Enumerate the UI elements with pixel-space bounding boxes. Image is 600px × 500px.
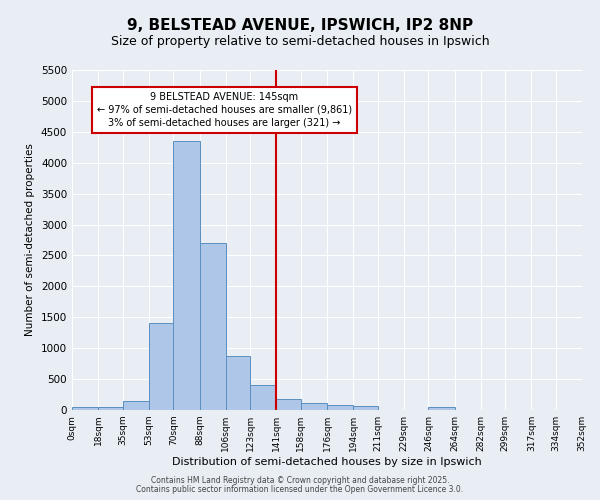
Bar <box>301 402 327 410</box>
X-axis label: Distribution of semi-detached houses by size in Ipswich: Distribution of semi-detached houses by … <box>172 457 482 467</box>
Bar <box>149 324 173 410</box>
Bar <box>173 141 200 410</box>
Bar <box>72 407 98 410</box>
Bar <box>353 406 378 410</box>
Text: Size of property relative to semi-detached houses in Ipswich: Size of property relative to semi-detach… <box>110 35 490 48</box>
Bar <box>98 407 123 410</box>
Bar <box>250 386 276 410</box>
Bar <box>428 407 455 410</box>
Text: Contains HM Land Registry data © Crown copyright and database right 2025.: Contains HM Land Registry data © Crown c… <box>151 476 449 485</box>
Bar <box>123 400 149 410</box>
Bar <box>327 405 353 410</box>
Bar <box>226 356 250 410</box>
Text: 9, BELSTEAD AVENUE, IPSWICH, IP2 8NP: 9, BELSTEAD AVENUE, IPSWICH, IP2 8NP <box>127 18 473 32</box>
Bar <box>199 243 226 410</box>
Y-axis label: Number of semi-detached properties: Number of semi-detached properties <box>25 144 35 336</box>
Bar <box>276 399 301 410</box>
Text: 9 BELSTEAD AVENUE: 145sqm
← 97% of semi-detached houses are smaller (9,861)
3% o: 9 BELSTEAD AVENUE: 145sqm ← 97% of semi-… <box>97 92 352 128</box>
Text: Contains public sector information licensed under the Open Government Licence 3.: Contains public sector information licen… <box>136 485 464 494</box>
